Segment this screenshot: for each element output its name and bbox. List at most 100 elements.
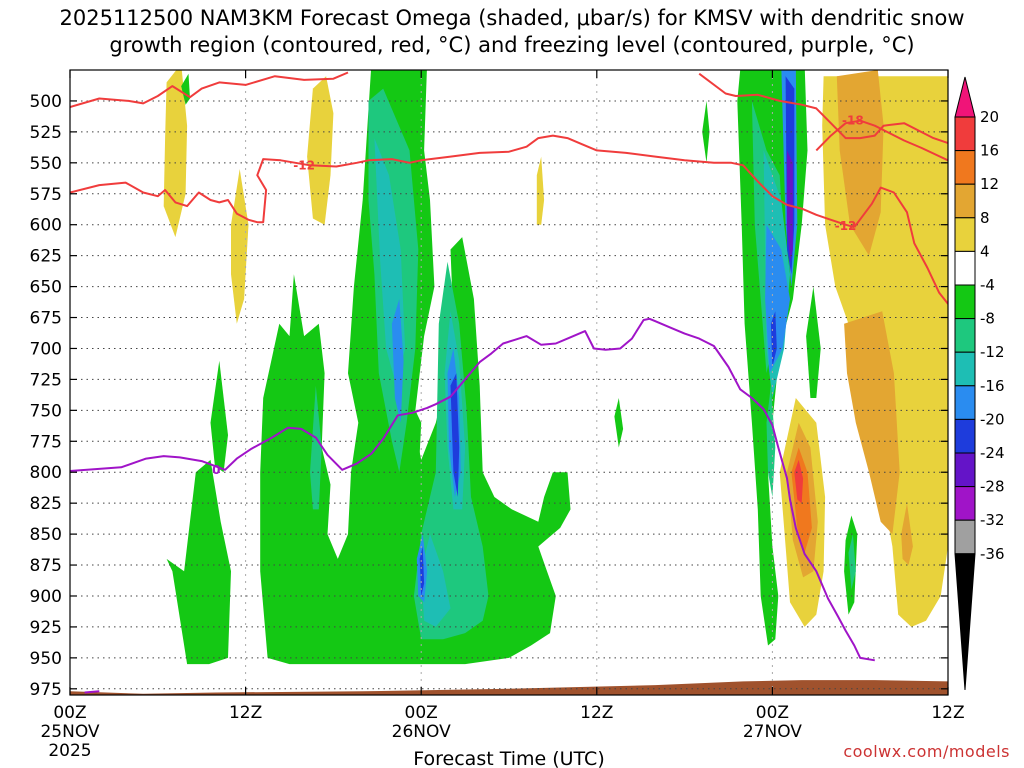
contour-line-5 [70, 317, 875, 662]
omega-region-35 [765, 224, 790, 374]
colorbar: 20 16 12 8 4 -4 -8 -12 -16 -20 -24 -28 -32 -36 [954, 76, 1005, 691]
omega-region-38 [419, 546, 425, 596]
colorbar-bin-5 [954, 284, 976, 320]
colorbar-bin-3 [954, 217, 976, 252]
terrain-polygon [70, 680, 948, 695]
colorbar-label-0: 20 [980, 108, 999, 126]
y-tick-label-975: 975 [30, 680, 62, 700]
omega-region-16 [614, 398, 624, 448]
y-tick-label-900: 900 [30, 587, 62, 607]
y-tick-label-550: 550 [30, 154, 62, 174]
contour-line-3 [815, 119, 948, 162]
colorbar-bin-4 [954, 250, 976, 286]
y-tick-label-775: 775 [30, 432, 62, 452]
chart-title-line-1: 2025112500 NAM3KM Forecast Omega (shaded… [60, 6, 965, 30]
omega-shading [163, 70, 948, 665]
y-tick-label-950: 950 [30, 649, 62, 669]
omega-region-14 [260, 70, 571, 665]
colorbar-label-11: -28 [980, 478, 1005, 496]
colorbar-label-10: -24 [980, 444, 1005, 462]
contour-label-5: 0 [212, 463, 220, 477]
omega-region-3 [536, 156, 545, 225]
colorbar-label-1: 16 [980, 142, 999, 160]
y-tick-label-650: 650 [30, 278, 62, 298]
colorbar-bin-0 [954, 116, 976, 152]
x-tick-date-0: 25NOV [40, 722, 99, 742]
contour-line-4 [853, 186, 948, 305]
terrain-fill [70, 680, 948, 695]
y-tick-label-700: 700 [30, 339, 62, 359]
omega-region-32 [391, 299, 404, 423]
y-tick-label-725: 725 [30, 370, 62, 390]
y-tick-label-625: 625 [30, 247, 62, 267]
omega-region-1 [307, 76, 334, 225]
colorbar-label-4: 4 [980, 242, 990, 260]
colorbar-bin-11 [954, 486, 976, 521]
contour-line-0 [70, 134, 855, 229]
colorbar-bin-9 [954, 418, 976, 454]
omega-region-24 [310, 385, 322, 510]
y-tick-label-800: 800 [30, 463, 62, 483]
contour-label-3: -18 [842, 114, 864, 128]
contour-label-4: -12 [835, 219, 857, 233]
x-tick-date-24: 26NOV [392, 722, 451, 742]
colorbar-label-13: -36 [980, 545, 1005, 563]
x-tick-label-48: 00Z [756, 703, 789, 723]
omega-region-26 [766, 385, 776, 497]
omega-region-37 [450, 373, 460, 497]
colorbar-bin-10 [954, 452, 976, 488]
omega-region-7 [844, 311, 900, 535]
chart-title-line-2: growth region (contoured, red, °C) and f… [109, 33, 914, 57]
contour-label-0: -12 [293, 158, 315, 172]
colorbar-bin-7 [954, 351, 976, 387]
y-axis: 500 525 550 575 600 625 650 675 700 725 750 775 800 8… [30, 92, 948, 700]
contour-line-1 [70, 71, 349, 109]
plot-frame [69, 69, 949, 696]
omega-region-17 [702, 100, 710, 163]
y-tick-label-500: 500 [30, 92, 62, 112]
colorbar-bottom-arrow [954, 553, 976, 691]
x-tick-label-24: 00Z [405, 703, 438, 723]
y-tick-label-875: 875 [30, 556, 62, 576]
omega-region-19 [806, 286, 821, 398]
colorbar-label-9: -20 [980, 410, 1005, 428]
contour-lines: -12 -18 -12 0 [70, 71, 948, 694]
x-axis-label: Forecast Time (UTC) [413, 748, 604, 768]
colorbar-bin-1 [954, 150, 976, 185]
colorbar-label-12: -32 [980, 511, 1005, 529]
colorbar-label-5: -4 [980, 276, 995, 294]
omega-region-15 [409, 410, 422, 460]
omega-region-27 [848, 534, 856, 590]
omega-region-6 [836, 70, 884, 256]
colorbar-label-6: -8 [980, 310, 995, 328]
x-tick-label-60: 12Z [931, 703, 964, 723]
colorbar-label-2: 12 [980, 175, 999, 193]
y-tick-label-925: 925 [30, 618, 62, 638]
omega-region-40 [770, 311, 777, 367]
x-tick-date-48: 27NOV [743, 722, 802, 742]
colorbar-label-8: -16 [980, 377, 1005, 395]
y-tick-label-825: 825 [30, 494, 62, 514]
colorbar-bin-12 [954, 519, 976, 555]
grid-lines [70, 70, 948, 695]
x-tick-label-12: 12Z [229, 703, 262, 723]
y-tick-label-850: 850 [30, 525, 62, 545]
credit-text: coolwx.com/models [843, 742, 1010, 761]
x-tick-year-0: 2025 [48, 741, 91, 761]
y-tick-label-750: 750 [30, 401, 62, 421]
colorbar-label-7: -12 [980, 343, 1005, 361]
y-tick-label-575: 575 [30, 185, 62, 205]
colorbar-bin-6 [954, 318, 976, 353]
y-tick-label-525: 525 [30, 123, 62, 143]
colorbar-bin-8 [954, 385, 976, 420]
colorbar-label-3: 8 [980, 209, 990, 227]
omega-region-12 [166, 459, 231, 665]
y-tick-label-600: 600 [30, 216, 62, 236]
omega-region-11 [794, 459, 804, 504]
x-tick-label-36: 12Z [580, 703, 613, 723]
omega-region-28 [421, 534, 451, 627]
omega-region-13 [210, 360, 228, 473]
contour-line-6 [84, 690, 100, 694]
